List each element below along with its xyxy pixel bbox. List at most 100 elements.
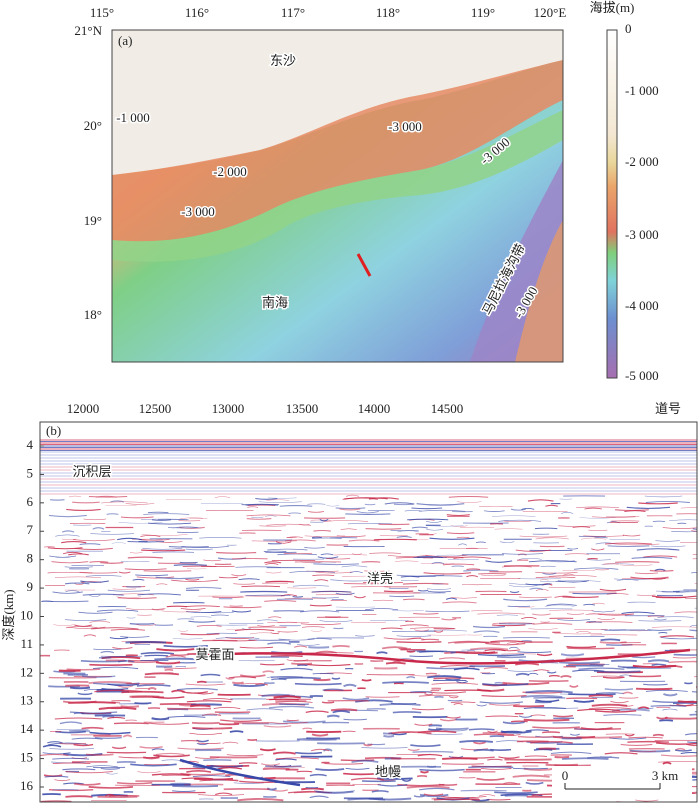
reflector <box>561 757 609 760</box>
reflector <box>330 579 378 582</box>
reflector <box>533 669 550 672</box>
reflector <box>72 501 100 504</box>
reflector <box>383 734 395 738</box>
reflector <box>266 523 312 526</box>
reflector <box>477 653 525 657</box>
reflector <box>376 651 388 655</box>
reflector <box>398 616 440 619</box>
reflector <box>542 572 557 575</box>
reflector <box>117 537 142 541</box>
reflector <box>427 590 451 593</box>
reflector <box>186 568 207 570</box>
reflector <box>200 673 221 677</box>
lon-tick-label: 118° <box>376 5 400 20</box>
reflector <box>651 626 697 628</box>
reflector <box>426 528 444 531</box>
reflector <box>326 504 340 507</box>
reflector <box>610 700 629 704</box>
reflector <box>286 659 309 662</box>
colorbar-tick-label: -3 000 <box>625 227 659 242</box>
reflector <box>317 556 339 559</box>
reflector <box>550 751 592 755</box>
reflector <box>549 609 594 611</box>
reflector <box>439 718 457 722</box>
reflector <box>226 754 264 756</box>
reflector <box>483 666 509 670</box>
reflector <box>438 657 465 660</box>
reflector <box>566 645 597 649</box>
reflector <box>470 647 509 651</box>
reflector <box>490 640 524 643</box>
reflector <box>275 700 313 704</box>
reflector <box>624 734 635 737</box>
reflector <box>275 758 297 761</box>
place-label: 东沙 <box>270 53 296 68</box>
reflector <box>400 575 420 578</box>
reflector <box>79 571 118 574</box>
reflector <box>573 567 619 570</box>
reflector <box>137 593 181 596</box>
reflector <box>588 694 614 697</box>
reflector <box>68 495 82 498</box>
reflector <box>161 759 182 761</box>
reflector <box>365 608 399 611</box>
reflector <box>80 580 109 583</box>
reflector <box>263 725 292 728</box>
reflector <box>105 793 115 797</box>
lat-tick-label: 20° <box>84 118 102 133</box>
reflector <box>520 694 563 698</box>
reflector <box>501 553 544 555</box>
reflector <box>414 723 433 727</box>
reflector <box>286 537 297 539</box>
reflector <box>404 510 422 512</box>
reflector <box>662 708 678 711</box>
depth-tick-label: 11 <box>20 636 33 651</box>
reflector <box>240 674 266 678</box>
reflector <box>54 779 71 782</box>
layer-label: 莫霍面 <box>195 647 234 662</box>
reflector <box>426 521 443 523</box>
reflector <box>326 714 340 718</box>
reflector <box>585 621 633 623</box>
reflector <box>545 504 558 507</box>
reflector <box>517 651 552 653</box>
reflector <box>645 689 688 692</box>
reflector <box>392 711 422 714</box>
reflector <box>419 787 455 791</box>
reflector <box>425 610 470 612</box>
reflector <box>140 534 161 538</box>
reflector <box>491 624 526 627</box>
reflector <box>650 704 687 707</box>
reflector <box>361 679 372 682</box>
reflector <box>268 705 315 709</box>
reflector <box>479 701 523 704</box>
reflector <box>491 515 536 517</box>
reflector <box>532 726 580 729</box>
reflector <box>262 670 275 673</box>
reflector <box>494 681 504 684</box>
reflector <box>283 552 313 555</box>
reflector <box>497 733 521 736</box>
reflector <box>214 496 231 499</box>
reflector <box>427 634 466 636</box>
reflector <box>241 585 281 588</box>
reflector <box>80 712 112 715</box>
reflector <box>86 753 114 756</box>
reflector <box>315 790 354 794</box>
reflector <box>294 645 308 648</box>
reflector <box>326 558 351 560</box>
reflector <box>107 716 126 719</box>
reflector <box>61 540 87 544</box>
scale-label: 3 km <box>652 768 678 783</box>
layer-label: 地幔 <box>375 764 401 779</box>
lon-tick-label: 116° <box>185 5 209 20</box>
reflector <box>368 797 412 801</box>
reflector <box>588 706 632 710</box>
reflector <box>74 583 84 585</box>
reflector <box>476 688 505 692</box>
reflector <box>130 763 177 767</box>
reflector <box>186 586 222 590</box>
reflector <box>264 600 297 602</box>
map-frame <box>111 29 564 363</box>
